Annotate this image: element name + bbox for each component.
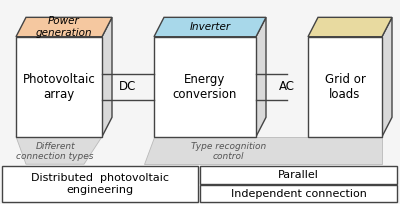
- Text: DC: DC: [118, 80, 136, 93]
- Polygon shape: [154, 17, 266, 37]
- Polygon shape: [144, 137, 382, 164]
- Text: Different
connection types: Different connection types: [16, 142, 94, 161]
- Text: Inverter: Inverter: [190, 22, 230, 32]
- FancyBboxPatch shape: [16, 37, 102, 137]
- FancyBboxPatch shape: [308, 37, 382, 137]
- Text: Photovoltaic
array: Photovoltaic array: [23, 73, 95, 101]
- Polygon shape: [16, 17, 112, 37]
- Polygon shape: [382, 17, 392, 137]
- Text: Independent connection: Independent connection: [231, 188, 366, 199]
- Text: Energy
conversion: Energy conversion: [173, 73, 237, 101]
- Text: Distributed  photovoltaic
engineering: Distributed photovoltaic engineering: [31, 173, 169, 195]
- Polygon shape: [16, 137, 102, 164]
- Polygon shape: [102, 17, 112, 137]
- Text: Power
generation: Power generation: [36, 16, 92, 38]
- Text: Parallel: Parallel: [278, 170, 319, 180]
- FancyBboxPatch shape: [200, 185, 397, 202]
- Polygon shape: [308, 17, 392, 37]
- Text: Grid or
loads: Grid or loads: [324, 73, 366, 101]
- Text: Type recognition
control: Type recognition control: [191, 142, 266, 161]
- Polygon shape: [256, 17, 266, 137]
- FancyBboxPatch shape: [2, 166, 198, 202]
- FancyBboxPatch shape: [154, 37, 256, 137]
- Text: AC: AC: [279, 80, 295, 93]
- FancyBboxPatch shape: [200, 166, 397, 184]
